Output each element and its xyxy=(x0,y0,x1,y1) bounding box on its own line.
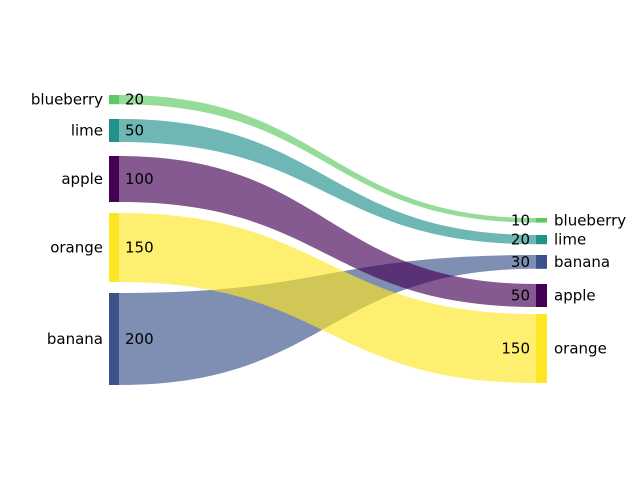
right-node-value-apple: 50 xyxy=(511,287,530,305)
left-node-value-apple: 100 xyxy=(125,170,154,188)
left-node-value-banana: 200 xyxy=(125,330,154,348)
right-node-value-banana: 30 xyxy=(511,253,530,271)
right-node-label-lime: lime xyxy=(554,231,586,249)
node-bar-banana-right xyxy=(536,255,547,269)
node-bar-banana-left xyxy=(109,293,119,385)
node-bar-lime-right xyxy=(536,235,547,245)
right-node-label-orange: orange xyxy=(554,340,607,358)
right-node-value-orange: 150 xyxy=(501,340,530,358)
left-node-label-orange: orange xyxy=(50,239,103,257)
node-bar-apple-right xyxy=(536,284,547,307)
flow-lime xyxy=(119,119,536,245)
left-node-label-blueberry: blueberry xyxy=(31,91,103,109)
left-node-label-apple: apple xyxy=(61,170,103,188)
flow-orange xyxy=(119,213,536,383)
left-node-label-banana: banana xyxy=(47,330,103,348)
node-bar-orange-right xyxy=(536,314,547,383)
node-bar-orange-left xyxy=(109,213,119,282)
left-node-value-orange: 150 xyxy=(125,239,154,257)
node-bar-blueberry-right xyxy=(536,218,547,223)
left-node-label-lime: lime xyxy=(71,122,103,140)
right-node-label-banana: banana xyxy=(554,253,610,271)
right-node-label-apple: apple xyxy=(554,287,596,305)
node-bar-apple-left xyxy=(109,156,119,202)
node-bar-blueberry-left xyxy=(109,95,119,105)
left-node-value-blueberry: 20 xyxy=(125,91,144,109)
left-node-value-lime: 50 xyxy=(125,122,144,140)
node-bar-lime-left xyxy=(109,119,119,142)
right-node-label-blueberry: blueberry xyxy=(554,211,626,229)
right-node-value-lime: 20 xyxy=(511,231,530,249)
flow-blueberry xyxy=(119,95,536,223)
right-node-value-blueberry: 10 xyxy=(511,211,530,229)
flow-apple xyxy=(119,156,536,307)
